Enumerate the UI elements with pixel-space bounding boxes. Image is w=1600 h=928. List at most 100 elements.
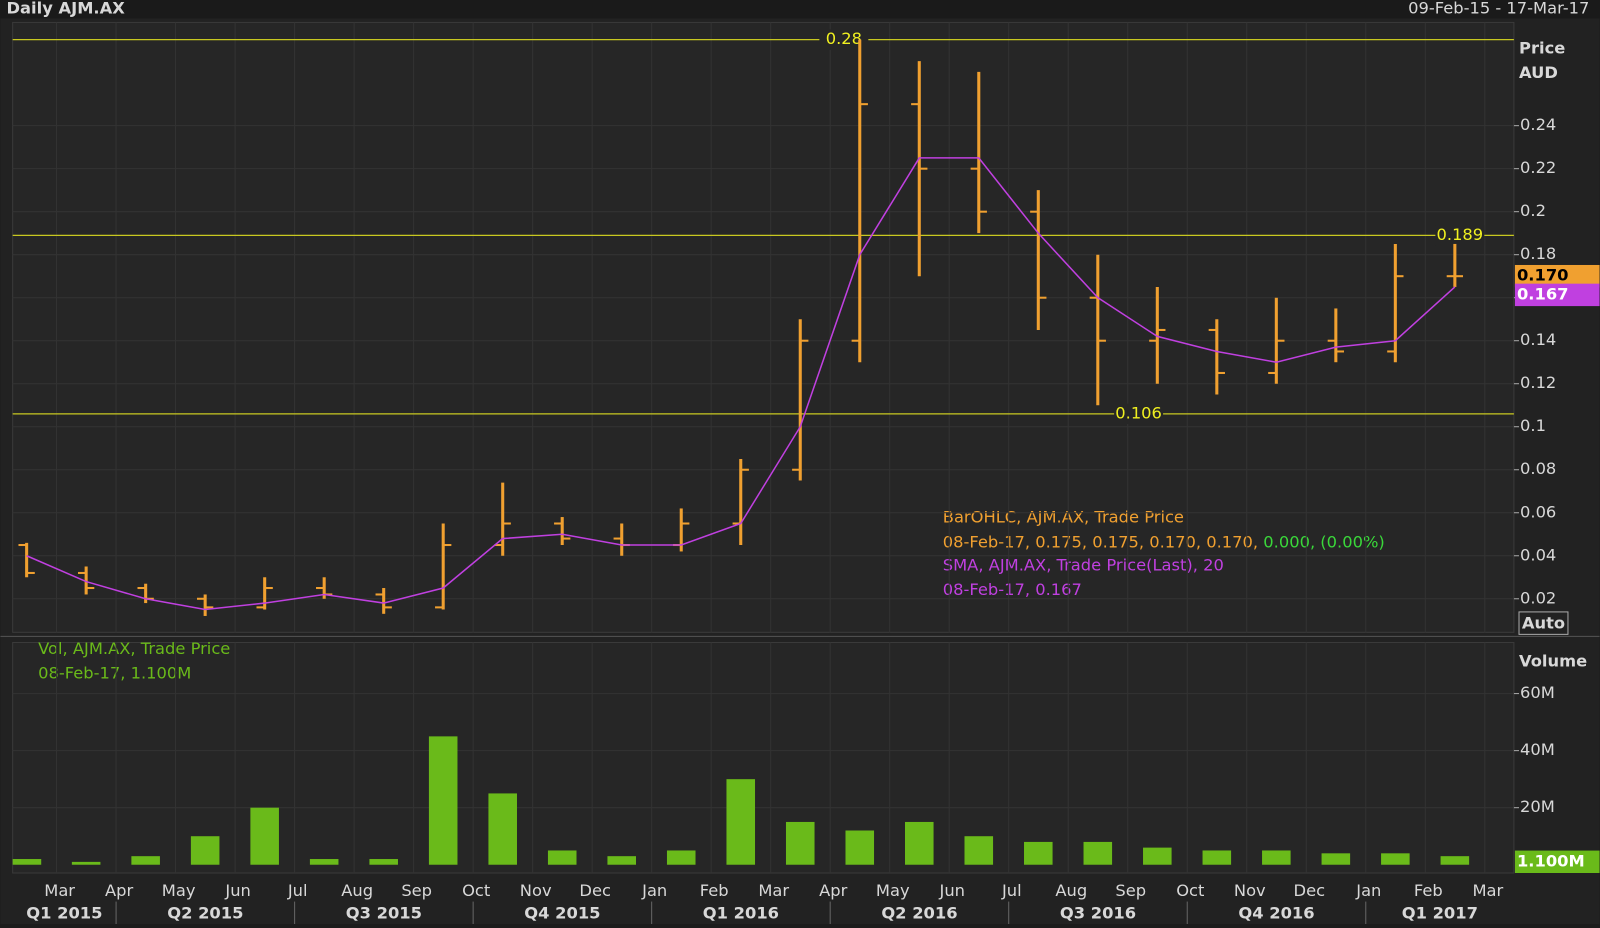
x-tick-label: Jan — [641, 881, 667, 900]
quarter-label: Q1 2016 — [703, 903, 779, 922]
quarter-label: Q1 2017 — [1402, 903, 1478, 922]
y-tick-label: 20M — [1520, 797, 1555, 816]
y-tick-label: 0.12 — [1520, 373, 1556, 392]
legend-value: 08-Feb-17, 0.175, 0.175, 0.170, 0.170, — [943, 532, 1264, 551]
volume-bar — [1381, 853, 1410, 865]
volume-bar — [1440, 856, 1470, 865]
volume-bar — [607, 856, 637, 865]
y-axis-title: Price — [1519, 38, 1565, 57]
y-tick-label: 0.2 — [1520, 201, 1546, 220]
x-tick-label: Apr — [819, 881, 847, 900]
x-tick-label: Feb — [700, 881, 729, 900]
level-label-bg — [819, 29, 869, 50]
volume-bar — [726, 779, 756, 865]
y-tick-label: 60M — [1520, 683, 1555, 702]
x-tick-label: Sep — [1115, 881, 1146, 900]
legend-value: 08-Feb-17, 1.100M — [38, 664, 191, 683]
volume-bar — [488, 793, 517, 865]
sma-line — [26, 157, 1456, 611]
last-value-box — [1514, 283, 1600, 307]
x-tick-label: Dec — [1294, 881, 1326, 900]
x-tick-label: Aug — [1055, 881, 1087, 900]
last-value-label: 0.170 — [1517, 266, 1569, 285]
x-tick-label: Jun — [224, 881, 250, 900]
x-tick-label: Jul — [1001, 881, 1022, 900]
x-tick-label: Mar — [44, 881, 75, 900]
volume-bar — [71, 861, 101, 865]
level-label-bg — [1114, 403, 1164, 425]
last-value-box — [1514, 850, 1600, 874]
volume-bar — [1262, 850, 1291, 865]
volume-bar — [309, 859, 339, 865]
x-tick-label: Oct — [1176, 881, 1204, 900]
volume-bar — [904, 821, 934, 865]
quarter-label: Q4 2015 — [524, 903, 600, 922]
volume-bar — [547, 850, 577, 865]
x-tick-label: Jun — [939, 881, 965, 900]
x-tick-label: Dec — [579, 881, 611, 900]
y-tick-label: 0.04 — [1520, 545, 1556, 564]
last-value-box — [1514, 264, 1600, 288]
volume-bar — [1202, 850, 1232, 865]
y-tick-label: 40M — [1520, 740, 1555, 759]
legend-value: 08-Feb-17, 0.167 — [943, 580, 1082, 599]
volume-bar — [369, 859, 398, 865]
x-tick-label: Nov — [1234, 881, 1266, 900]
y-tick-label: 0.24 — [1520, 115, 1556, 134]
y-axis-title: Volume — [1519, 651, 1587, 670]
date-range: 09-Feb-15 - 17-Mar-17 — [1408, 0, 1589, 18]
y-axis-title: AUD — [1519, 63, 1558, 82]
y-tick-label: 0.1 — [1520, 416, 1546, 435]
quarter-label: Q3 2016 — [1060, 903, 1136, 922]
x-tick-label: Nov — [520, 881, 552, 900]
quarter-label: Q2 2016 — [881, 903, 957, 922]
x-tick-label: May — [876, 881, 910, 900]
x-tick-label: Jul — [287, 881, 308, 900]
x-tick-label: Mar — [1472, 881, 1503, 900]
volume-bar — [1024, 841, 1053, 865]
level-label: 0.106 — [1115, 403, 1162, 422]
x-tick-label: May — [162, 881, 196, 900]
volume-bar — [845, 830, 875, 865]
x-tick-label: Sep — [401, 881, 432, 900]
y-tick-label: 0.18 — [1520, 244, 1556, 263]
x-tick-label: Oct — [462, 881, 490, 900]
auto-label[interactable]: Auto — [1522, 614, 1565, 633]
volume-bar — [964, 836, 994, 865]
price-panel — [12, 21, 1515, 633]
y-tick-label: 0.14 — [1520, 330, 1556, 349]
auto-button[interactable] — [1518, 611, 1569, 635]
quarter-label: Q1 2015 — [26, 903, 102, 922]
x-tick-label: Mar — [758, 881, 789, 900]
volume-bar — [1083, 841, 1113, 865]
x-tick-label: Aug — [341, 881, 373, 900]
volume-bar — [666, 850, 696, 865]
legend-change: 0.000, (0.00%) — [1263, 532, 1385, 551]
legend-entry: SMA, AJM.AX, Trade Price(Last), 20 — [943, 556, 1224, 575]
volume-bar — [785, 821, 815, 865]
quarter-label: Q4 2016 — [1238, 903, 1314, 922]
volume-bar — [12, 859, 42, 865]
volume-bar — [428, 736, 458, 865]
volume-bar — [131, 856, 160, 865]
x-tick-label: Jan — [1355, 881, 1381, 900]
x-tick-label: Apr — [105, 881, 133, 900]
quarter-label: Q3 2015 — [346, 903, 422, 922]
level-label: 0.28 — [826, 29, 862, 48]
legend-value: 08-Feb-17, 0.175, 0.175, 0.170, 0.170, 0… — [943, 532, 1385, 551]
volume-bar — [1321, 853, 1351, 865]
y-tick-label: 0.02 — [1520, 588, 1556, 607]
last-value-label: 0.167 — [1517, 284, 1569, 303]
level-label-bg — [1435, 225, 1485, 246]
legend-entry: Vol, AJM.AX, Trade Price — [38, 639, 230, 658]
quarter-label: Q2 2015 — [167, 903, 243, 922]
legend-entry: BarOHLC, AJM.AX, Trade Price — [943, 508, 1184, 527]
y-tick-label: 0.22 — [1520, 158, 1556, 177]
last-value-label: 1.100M — [1517, 851, 1585, 870]
volume-bar — [250, 807, 279, 865]
volume-bar — [190, 836, 220, 865]
volume-bar — [1143, 847, 1172, 865]
y-tick-label: 0.08 — [1520, 459, 1556, 478]
x-tick-label: Feb — [1414, 881, 1443, 900]
